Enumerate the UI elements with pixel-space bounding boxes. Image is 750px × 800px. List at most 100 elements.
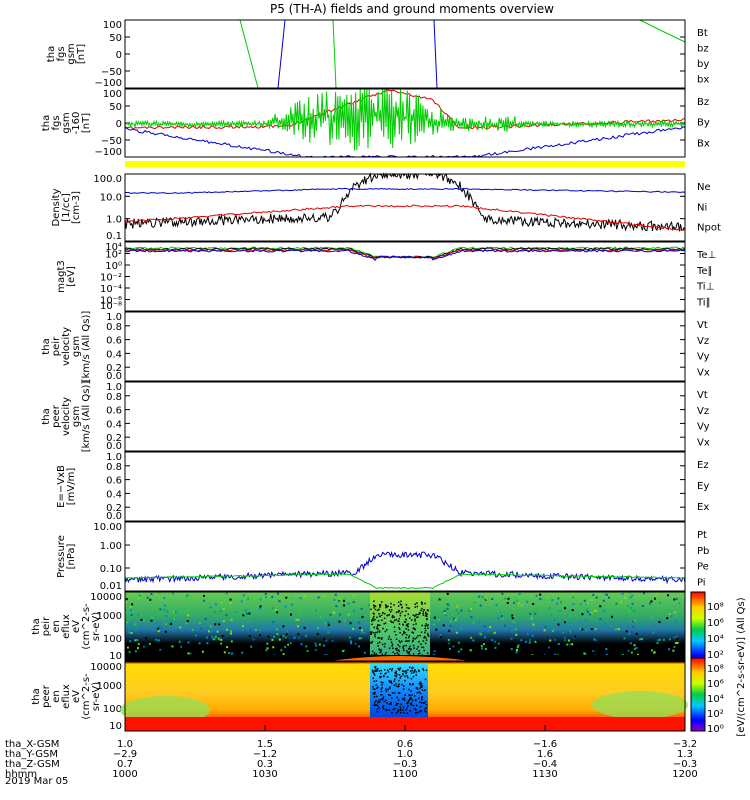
peir-pixel	[250, 597, 253, 600]
peir-pixel	[211, 630, 214, 633]
peir-pixel	[127, 602, 130, 605]
peir-pixel	[170, 619, 173, 622]
peir-pixel	[529, 612, 532, 615]
peer-center-pixel	[405, 671, 408, 674]
peer-center-pixel	[406, 712, 408, 715]
peer-center-pixel	[409, 670, 412, 672]
peir-pixel	[468, 609, 471, 612]
legend-density-1: Ni	[697, 202, 707, 213]
peir-pixel	[287, 643, 289, 646]
peir-pixel	[217, 637, 220, 640]
peir-pixel	[187, 614, 190, 617]
peer-center-pixel	[381, 698, 384, 701]
peer-center-pixel	[395, 702, 398, 705]
peir-pixel	[327, 631, 330, 634]
legend-efield-0: Ez	[697, 460, 709, 471]
peir-center-pixel	[379, 604, 381, 607]
peir-pixel	[592, 593, 595, 596]
peir-center-pixel	[385, 652, 387, 654]
peir-pixel	[673, 611, 676, 614]
peir-pixel	[231, 652, 234, 654]
peir-center-pixel	[395, 611, 398, 614]
peir-center-pixel	[377, 620, 380, 622]
peir-pixel	[155, 638, 158, 641]
peer-center-pixel	[411, 699, 414, 702]
peir-center-pixel	[380, 601, 383, 603]
peer-center-pixel	[377, 668, 379, 670]
ytick-label: 100	[103, 20, 122, 31]
peir-center-pixel	[426, 609, 429, 611]
peer-center-pixel	[384, 673, 386, 675]
peir-center-pixel	[381, 653, 384, 656]
peir-pixel	[483, 625, 486, 628]
peir-center-pixel	[424, 615, 427, 617]
peir-pixel	[627, 649, 630, 652]
peir-pixel	[272, 620, 275, 623]
time-tick-y_gsm: −2.9	[113, 749, 137, 760]
peir-pixel	[675, 636, 678, 639]
peir-pixel	[633, 644, 636, 647]
peir-pixel	[558, 609, 561, 612]
peir-pixel	[444, 614, 447, 617]
peir-pixel	[247, 598, 250, 601]
time-tick-x_gsm: −1.6	[533, 739, 557, 750]
peir-pixel	[164, 630, 167, 633]
ytick-label: 0.4	[106, 489, 122, 500]
peir-pixel	[264, 593, 267, 595]
peir-pixel	[156, 632, 158, 635]
legend-fgs_dsl-2: Bx	[697, 138, 710, 149]
peer-center-pixel	[393, 692, 396, 694]
peir-pixel	[455, 645, 458, 648]
peir-pixel	[219, 610, 222, 612]
peir-pixel	[668, 648, 671, 651]
peir-center-pixel	[397, 605, 400, 607]
peir-pixel	[497, 642, 500, 645]
peir-center-pixel	[381, 643, 384, 646]
ylabel-line: fgs	[56, 46, 67, 61]
peer-center-pixel	[380, 698, 382, 701]
colorbar-tick: 10⁴	[707, 634, 724, 645]
peer-center-pixel	[380, 688, 382, 690]
peir-pixel	[158, 592, 161, 595]
peir-center-pixel	[416, 648, 418, 650]
peir-center-pixel	[385, 604, 387, 606]
series-fgs	[239, 19, 686, 89]
peir-pixel	[178, 627, 181, 630]
peir-pixel	[259, 598, 262, 601]
peir-center-pixel	[407, 623, 410, 625]
peer-center-pixel	[394, 674, 396, 677]
peir-pixel	[161, 641, 164, 644]
peir-center-pixel	[412, 653, 415, 655]
legend-efield-2: Ex	[697, 502, 709, 513]
legend-peer_velocity-0: Vt	[697, 390, 708, 401]
peir-center-pixel	[416, 605, 419, 608]
peir-pixel	[447, 642, 450, 645]
time-tick-z_gsm: −0.4	[533, 759, 557, 770]
peir-pixel	[252, 638, 255, 641]
peer-center-pixel	[414, 708, 416, 710]
ylabel-line: [km/s (All Qs)]	[81, 311, 92, 383]
peir-pixel	[663, 631, 666, 634]
legend-peir_velocity-3: Vx	[697, 367, 710, 378]
peir-pixel	[137, 643, 140, 646]
legend-pressure-1: Pb	[697, 546, 709, 557]
peir-pixel	[611, 615, 614, 618]
spectrogram-peer	[120, 662, 688, 731]
peir-pixel	[629, 642, 632, 645]
legend-efield-1: Ey	[697, 481, 709, 492]
peir-pixel	[128, 651, 131, 654]
peir-center-pixel	[415, 636, 418, 639]
peir-pixel	[650, 600, 653, 603]
peir-center-pixel	[421, 602, 423, 604]
peir-pixel	[284, 605, 287, 608]
peir-center-pixel	[384, 643, 386, 645]
peer-center-pixel	[403, 699, 406, 701]
peir-pixel	[146, 596, 149, 599]
peir-pixel	[297, 633, 300, 636]
peir-pixel	[481, 647, 484, 650]
peir-pixel	[440, 597, 443, 600]
bx-line	[124, 125, 686, 158]
panel-frame	[124, 241, 686, 312]
peer-center-pixel	[419, 701, 421, 703]
peir-pixel	[669, 606, 672, 609]
